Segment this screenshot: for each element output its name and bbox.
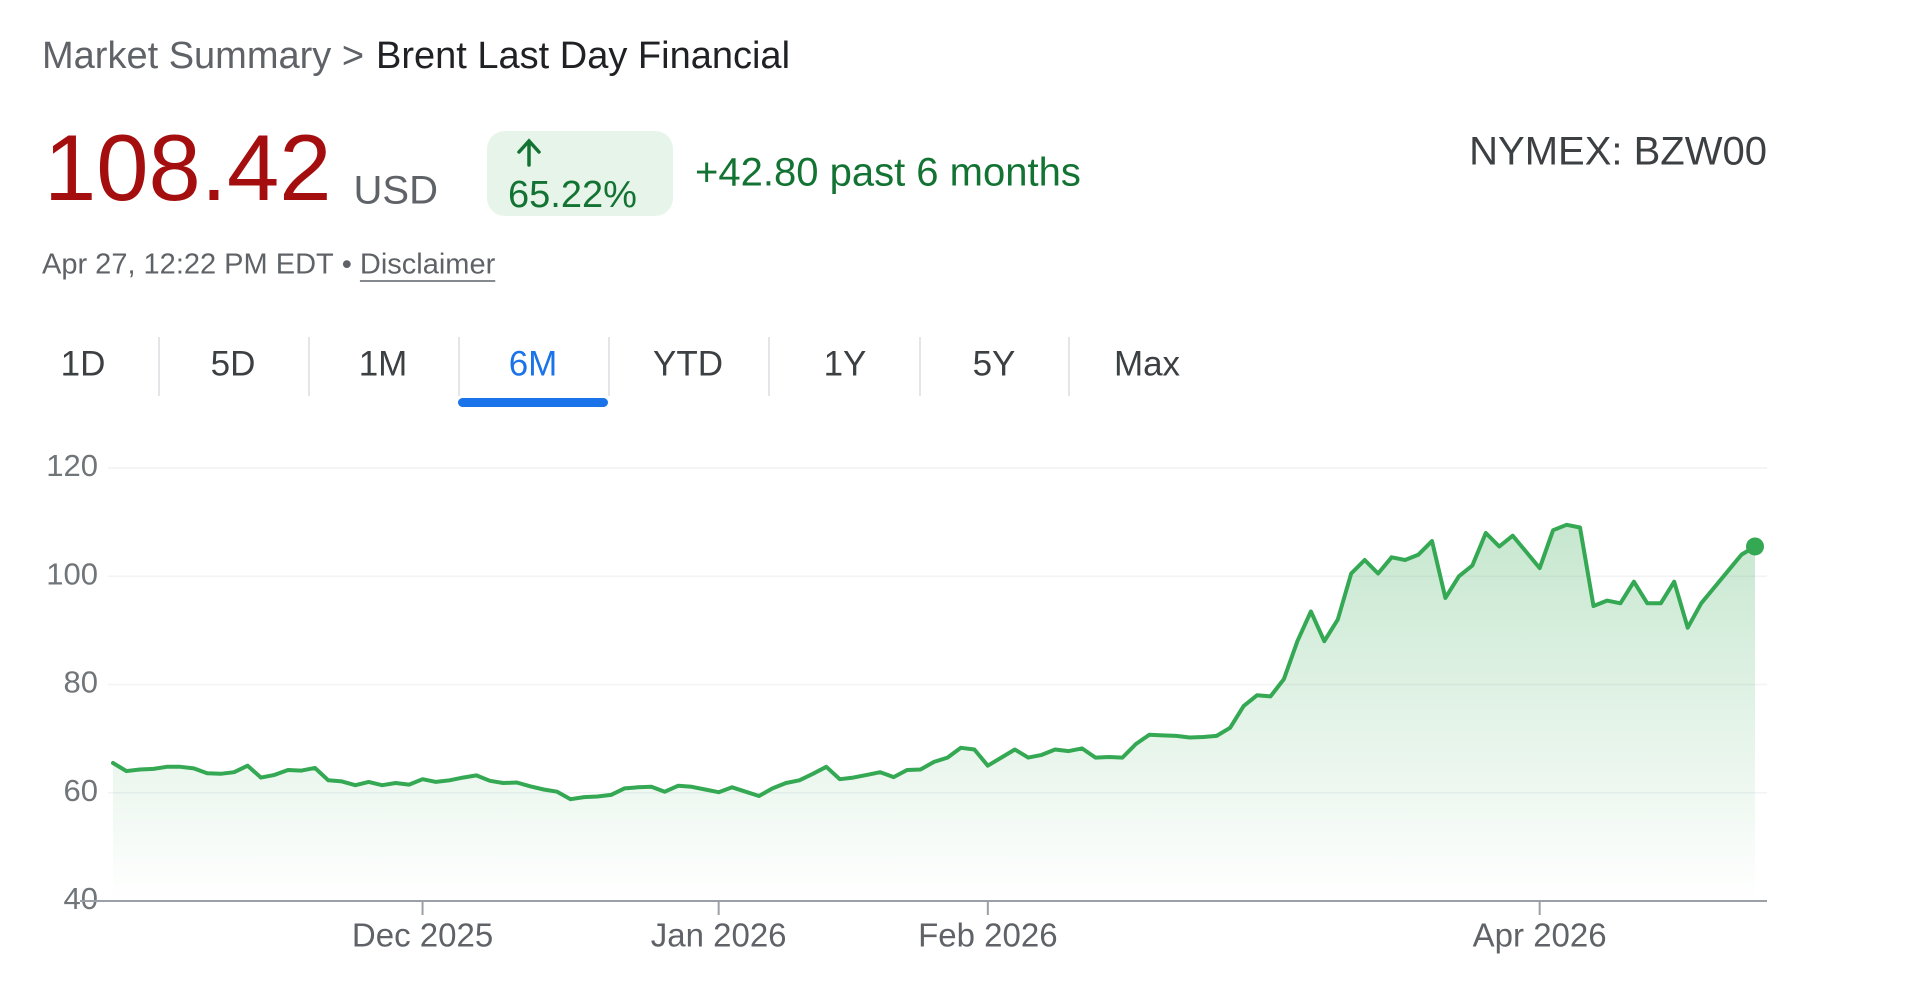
timestamp: Apr 27, 12:22 PM EDT: [42, 249, 334, 281]
price-chart: 40 60 80 100 120 Dec 2025 Jan 2026 Feb 2026 Apr …: [46, 448, 1767, 954]
price-area: [113, 524, 1755, 901]
range-tab[interactable]: 5D: [211, 344, 256, 383]
price: 108.42: [44, 115, 332, 220]
range-tab[interactable]: 5Y: [973, 344, 1016, 383]
change-percent: 65.22%: [508, 174, 637, 216]
x-tick-label: Feb 2026: [918, 917, 1057, 954]
selected-tab-indicator: [458, 398, 608, 407]
y-tick-label: 80: [64, 665, 98, 700]
range-tab[interactable]: 1D: [61, 344, 106, 383]
y-tick-label: 120: [46, 448, 98, 483]
range-tab[interactable]: Max: [1114, 344, 1181, 383]
change-amount: +42.80 past 6 months: [695, 151, 1081, 195]
range-tab[interactable]: 1M: [359, 344, 408, 383]
range-tabs: 1D 5D 1M 6M YTD 1Y 5Y Max: [61, 337, 1181, 407]
disclaimer-link[interactable]: Disclaimer: [360, 249, 496, 281]
change-badge: [487, 131, 673, 216]
range-tab[interactable]: YTD: [653, 344, 723, 383]
y-tick-label: 100: [46, 556, 98, 591]
x-tick-label: Jan 2026: [651, 917, 787, 954]
range-tab[interactable]: 1Y: [824, 344, 867, 383]
currency: USD: [354, 169, 438, 213]
up-arrow-icon: [517, 138, 541, 167]
price-line: [111, 522, 1757, 802]
exchange-symbol: NYMEX: BZW00: [1469, 130, 1767, 174]
y-tick-label: 40: [64, 881, 98, 916]
range-tab[interactable]: 6M: [509, 344, 558, 383]
y-tick-label: 60: [64, 773, 98, 808]
title: Brent Last Day Financial: [376, 35, 790, 77]
x-tick-label: Dec 2025: [352, 917, 493, 954]
x-tick-label: Apr 2026: [1473, 917, 1607, 954]
separator: •: [342, 249, 352, 281]
breadcrumb[interactable]: Market Summary >: [42, 35, 364, 77]
latest-point: [1746, 537, 1764, 556]
